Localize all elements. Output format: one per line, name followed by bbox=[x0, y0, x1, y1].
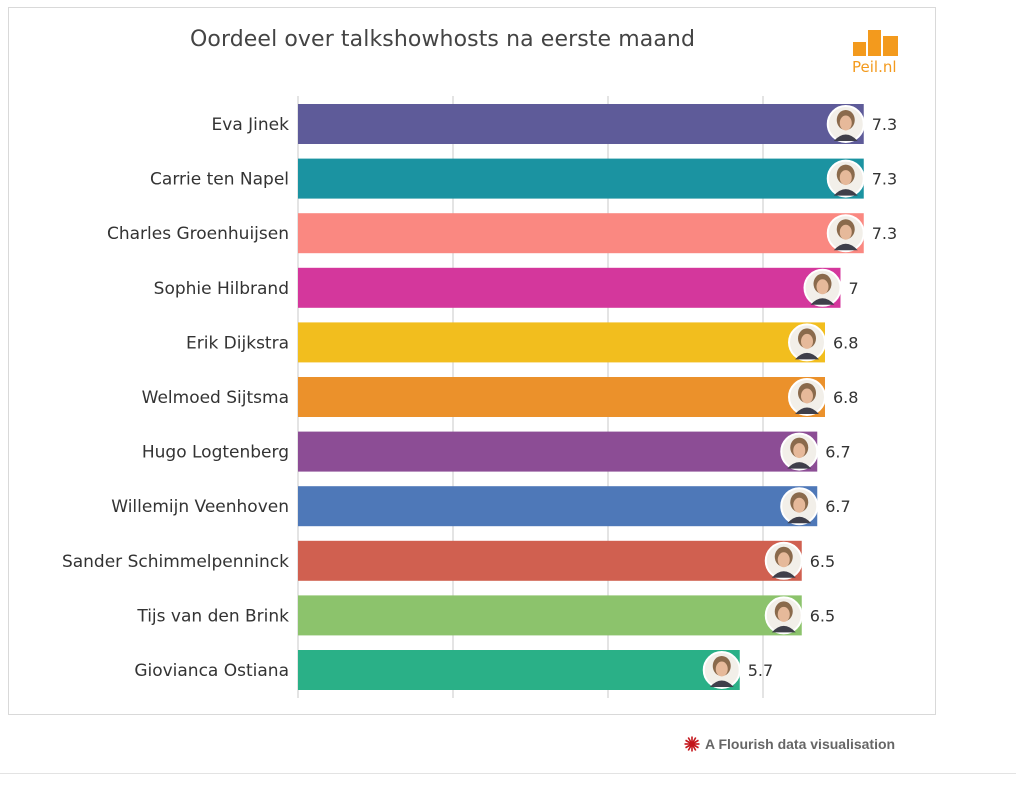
category-label: Hugo Logtenberg bbox=[142, 443, 289, 463]
avatar-icon bbox=[764, 541, 803, 580]
avatar-face bbox=[839, 115, 852, 131]
category-label: Willemijn Veenhoven bbox=[111, 497, 289, 517]
avatar-icon bbox=[826, 159, 865, 198]
bar bbox=[298, 595, 802, 636]
avatar-icon bbox=[780, 432, 819, 471]
value-label: 6.8 bbox=[833, 333, 858, 352]
flourish-burst-icon bbox=[684, 736, 700, 752]
value-label: 6.5 bbox=[810, 552, 835, 571]
value-label: 6.8 bbox=[833, 388, 858, 407]
category-label: Carrie ten Napel bbox=[150, 170, 289, 190]
burst-core bbox=[689, 741, 695, 747]
avatar-shoulders bbox=[833, 189, 858, 196]
avatar-face bbox=[777, 606, 790, 622]
avatars bbox=[702, 105, 865, 689]
avatar-shoulders bbox=[833, 134, 858, 141]
bar bbox=[298, 158, 864, 199]
divider bbox=[0, 773, 1016, 774]
avatar-shoulders bbox=[771, 571, 796, 578]
avatar-shoulders bbox=[795, 352, 819, 360]
category-labels: Eva Jinek Carrie ten Napel Charles Groenhu… bbox=[62, 115, 289, 681]
avatar-icon bbox=[826, 105, 865, 143]
logo-text: Peil.nl bbox=[852, 58, 897, 76]
bar bbox=[298, 377, 825, 417]
avatar-face bbox=[793, 497, 806, 513]
bar bbox=[298, 104, 864, 144]
value-label: 7.3 bbox=[872, 224, 897, 243]
value-label: 6.7 bbox=[825, 443, 850, 462]
category-label: Tijs van den Brink bbox=[136, 606, 289, 626]
avatar-shoulders bbox=[709, 680, 734, 687]
category-label: Giovianca Ostiana bbox=[134, 661, 289, 681]
bars bbox=[298, 104, 864, 690]
bar bbox=[298, 267, 841, 308]
bar bbox=[298, 650, 740, 690]
bar bbox=[298, 540, 802, 581]
avatar-face bbox=[801, 333, 813, 349]
bar bbox=[298, 322, 825, 363]
category-label: Sander Schimmelpenninck bbox=[62, 552, 289, 572]
value-label: 7 bbox=[849, 279, 859, 298]
category-label: Erik Dijkstra bbox=[186, 333, 289, 353]
avatar-face bbox=[777, 552, 790, 568]
avatar-icon bbox=[826, 214, 865, 253]
avatar-icon bbox=[788, 378, 826, 416]
avatar-icon bbox=[702, 651, 741, 689]
chart-title: Oordeel over talkshowhosts na eerste maa… bbox=[190, 27, 696, 52]
category-label: Sophie Hilbrand bbox=[154, 279, 289, 299]
avatar-icon bbox=[803, 268, 842, 307]
avatar-face bbox=[801, 388, 813, 404]
avatar-face bbox=[816, 279, 829, 295]
category-label: Charles Groenhuijsen bbox=[107, 224, 289, 244]
flourish-credit[interactable]: A Flourish data visualisation bbox=[683, 735, 895, 753]
avatar-shoulders bbox=[787, 462, 812, 469]
value-label: 6.7 bbox=[825, 497, 850, 516]
category-label: Eva Jinek bbox=[212, 115, 290, 135]
bar bbox=[298, 486, 818, 527]
avatar-icon bbox=[788, 323, 826, 362]
avatar-face bbox=[839, 224, 852, 240]
value-label: 7.3 bbox=[872, 170, 897, 189]
value-label: 7.3 bbox=[872, 115, 897, 134]
value-label: 5.7 bbox=[748, 661, 773, 680]
avatar-icon bbox=[780, 487, 819, 526]
avatar-face bbox=[793, 443, 806, 459]
avatar-shoulders bbox=[833, 243, 858, 251]
value-label: 6.5 bbox=[810, 606, 835, 625]
avatar-shoulders bbox=[787, 516, 812, 524]
bar-logo-icon bbox=[853, 30, 898, 56]
avatar-face bbox=[715, 661, 728, 677]
avatar-face bbox=[839, 170, 852, 186]
bar bbox=[298, 431, 818, 472]
credit-text: A Flourish data visualisation bbox=[705, 736, 896, 752]
avatar-shoulders bbox=[795, 407, 819, 414]
value-labels: 7.3 7.3 7.3 7 6.8 6.8 6.7 6.7 6.5 6.5 5.7 bbox=[748, 115, 897, 680]
avatar-shoulders bbox=[810, 298, 835, 305]
bar bbox=[298, 213, 864, 254]
peil-logo bbox=[850, 26, 904, 78]
avatar-icon bbox=[764, 596, 803, 635]
avatar-shoulders bbox=[771, 625, 796, 633]
category-label: Welmoed Sijtsma bbox=[142, 388, 289, 408]
